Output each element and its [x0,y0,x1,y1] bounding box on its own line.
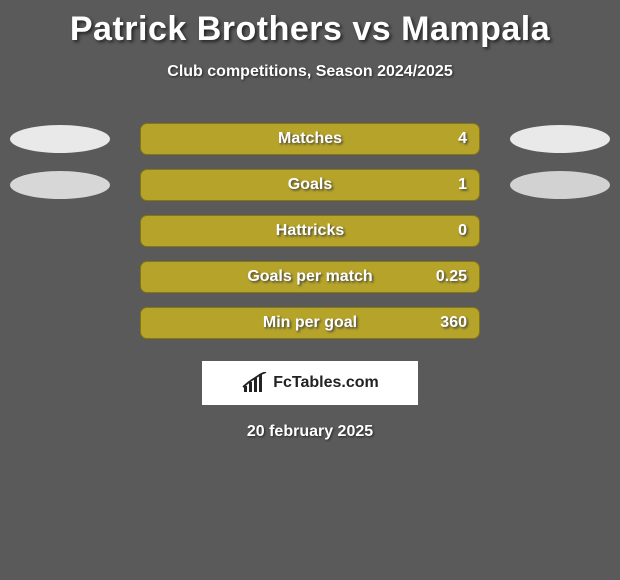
stat-bar: Min per goal 360 [140,307,480,339]
brand-box: FcTables.com [202,361,418,405]
ellipse-right [510,171,610,199]
stat-row: Goals 1 [0,169,620,201]
stat-label: Min per goal [263,314,357,332]
stat-value: 0.25 [436,268,467,286]
stat-row: Hattricks 0 [0,215,620,247]
stat-label: Matches [278,130,342,148]
ellipse-left [10,171,110,199]
stat-value: 4 [458,130,467,148]
subtitle: Club competitions, Season 2024/2025 [0,63,620,81]
stat-value: 360 [440,314,467,332]
bars-icon [241,372,269,394]
stat-label: Goals [288,176,332,194]
stat-bar: Matches 4 [140,123,480,155]
brand-text: FcTables.com [273,374,379,392]
page-title: Patrick Brothers vs Mampala [0,0,620,49]
stat-row: Matches 4 [0,123,620,155]
stat-value: 1 [458,176,467,194]
date-text: 20 february 2025 [0,423,620,441]
stats-container: Matches 4 Goals 1 Hattricks 0 Goals per match 0… [0,123,620,339]
stat-bar: Goals per match 0.25 [140,261,480,293]
stat-bar: Goals 1 [140,169,480,201]
stat-row: Min per goal 360 [0,307,620,339]
stat-label: Goals per match [247,268,372,286]
stat-value: 0 [458,222,467,240]
ellipse-right [510,125,610,153]
stat-row: Goals per match 0.25 [0,261,620,293]
ellipse-left [10,125,110,153]
stat-label: Hattricks [276,222,344,240]
stat-bar: Hattricks 0 [140,215,480,247]
